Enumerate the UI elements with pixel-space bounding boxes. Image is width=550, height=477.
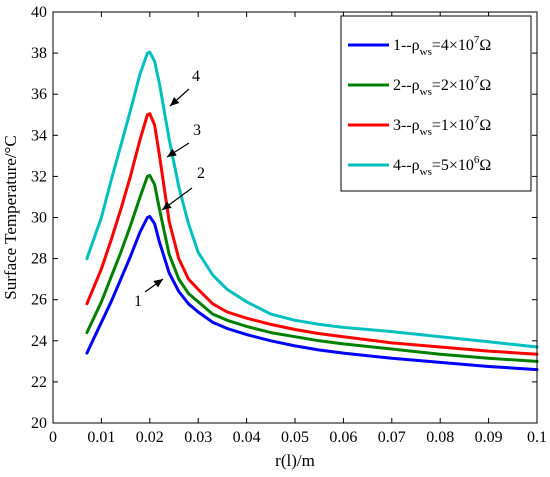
series-line-1 [85,215,539,372]
series-line-4 [85,50,539,349]
plot-layer [85,50,539,372]
series-line-2 [85,173,539,363]
y-tick-label: 40 [31,4,47,21]
annotation-label-4: 4 [192,68,200,85]
axes-layer: 0 0.01 0.02 0.03 0.04 0.05 0.06 0.07 0.08 0.09 0.1… [31,4,547,446]
y-tick-label: 30 [31,210,47,227]
legend: 1--ρws=4×107Ω 2--ρws=2×107Ω 3--ρws=1×107Ω 4… [340,15,532,192]
y-tick-label: 20 [31,415,47,432]
x-tick-label: 0.09 [475,429,503,446]
annotation-arrowhead-4 [170,97,180,106]
x-tick-label: 0.03 [184,429,212,446]
y-tick-label: 24 [31,333,47,350]
y-tick-label: 36 [31,86,47,103]
x-axis-title: r(l)/m [275,451,315,470]
annotation-arrowhead-1 [153,279,163,288]
y-tick-label: 38 [31,45,47,62]
annotation-label-3: 3 [193,122,201,139]
annotation-label-1: 1 [134,293,142,310]
x-tick-label: 0.02 [136,429,164,446]
legend-label-4: 4--ρws=5×106Ω [393,154,491,178]
annotation-arrowhead-2 [162,201,172,210]
legend-label-3: 3--ρws=1×107Ω [393,114,491,138]
legend-label-2: 2--ρws=2×107Ω [393,74,491,98]
x-tick-label: 0.01 [87,429,115,446]
x-tick-label: 0.05 [281,429,309,446]
series-line-3 [85,112,539,356]
x-tick-label: 0.08 [426,429,454,446]
y-tick-label: 22 [31,374,47,391]
legend-label-1: 1--ρws=4×107Ω [393,34,491,58]
annotation-label-2: 2 [197,165,205,182]
x-tick-label: 0.1 [527,429,547,446]
x-tick-label: 0.06 [329,429,357,446]
annotation-arrowhead-3 [167,148,177,157]
x-tick-label: 0.07 [378,429,406,446]
y-tick-label: 32 [31,168,47,185]
x-tick-label: 0.04 [233,429,261,446]
y-axis-title: Surface Temperature/°C [1,135,20,299]
x-tick-label: 0 [49,429,57,446]
annotation-layer: 1 2 3 4 [134,68,205,310]
y-tick-label: 26 [31,292,47,309]
y-tick-label: 28 [31,251,47,268]
y-tick-label: 34 [31,127,47,144]
